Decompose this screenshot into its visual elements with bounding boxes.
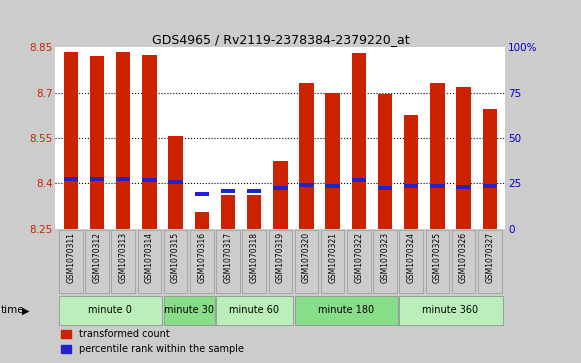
Bar (457, 185, 471, 189)
Text: minute 0: minute 0 (88, 305, 132, 315)
Bar (221, 189, 235, 193)
Text: GSM1070325: GSM1070325 (433, 232, 442, 283)
Text: GSM1070315: GSM1070315 (171, 232, 180, 283)
Bar (247, 189, 261, 193)
Text: minute 60: minute 60 (229, 305, 279, 315)
Text: GSM1070324: GSM1070324 (407, 232, 416, 283)
Bar (483, 184, 497, 188)
Text: GSM1070327: GSM1070327 (485, 232, 494, 283)
Bar (221, 195, 235, 229)
FancyBboxPatch shape (295, 295, 398, 325)
Bar (195, 192, 209, 196)
FancyBboxPatch shape (190, 230, 214, 293)
Text: GSM1070322: GSM1070322 (354, 232, 363, 283)
FancyBboxPatch shape (426, 230, 449, 293)
Text: GSM1070319: GSM1070319 (276, 232, 285, 283)
Bar (325, 184, 340, 188)
Text: GSM1070320: GSM1070320 (302, 232, 311, 283)
FancyBboxPatch shape (347, 230, 371, 293)
FancyBboxPatch shape (452, 230, 475, 293)
Bar (142, 55, 157, 229)
Text: GSM1070317: GSM1070317 (224, 232, 232, 283)
Bar (430, 83, 444, 229)
Legend: transformed count, percentile rank within the sample: transformed count, percentile rank withi… (57, 326, 248, 358)
FancyBboxPatch shape (164, 295, 214, 325)
Bar (299, 183, 314, 187)
Bar (404, 184, 418, 188)
Text: GSM1070312: GSM1070312 (92, 232, 102, 283)
Bar (273, 186, 288, 190)
Bar (90, 177, 104, 181)
Bar (273, 161, 288, 229)
Bar (116, 177, 131, 181)
Text: GSM1070314: GSM1070314 (145, 232, 154, 283)
FancyBboxPatch shape (138, 230, 161, 293)
Bar (168, 180, 183, 184)
Bar (90, 56, 104, 229)
Text: GSM1070323: GSM1070323 (381, 232, 389, 283)
Text: minute 180: minute 180 (318, 305, 374, 315)
FancyBboxPatch shape (59, 230, 83, 293)
FancyBboxPatch shape (400, 230, 423, 293)
Bar (404, 115, 418, 229)
Bar (64, 52, 78, 229)
Text: time: time (1, 305, 25, 315)
Text: GSM1070313: GSM1070313 (119, 232, 128, 283)
FancyBboxPatch shape (112, 230, 135, 293)
FancyBboxPatch shape (216, 230, 240, 293)
Bar (195, 212, 209, 229)
FancyBboxPatch shape (85, 230, 109, 293)
Title: GDS4965 / Rv2119-2378384-2379220_at: GDS4965 / Rv2119-2378384-2379220_at (152, 33, 409, 46)
FancyBboxPatch shape (478, 230, 501, 293)
Bar (116, 52, 131, 229)
Bar (352, 53, 366, 229)
Text: GSM1070318: GSM1070318 (250, 232, 259, 283)
FancyBboxPatch shape (321, 230, 345, 293)
FancyBboxPatch shape (373, 230, 397, 293)
FancyBboxPatch shape (59, 295, 162, 325)
FancyBboxPatch shape (164, 230, 188, 293)
FancyBboxPatch shape (295, 230, 318, 293)
FancyBboxPatch shape (400, 295, 503, 325)
FancyBboxPatch shape (268, 230, 292, 293)
Text: minute 30: minute 30 (164, 305, 214, 315)
Text: GSM1070316: GSM1070316 (198, 232, 206, 283)
Bar (430, 184, 444, 188)
Bar (325, 93, 340, 229)
Text: GSM1070311: GSM1070311 (66, 232, 76, 283)
Bar (483, 109, 497, 229)
Text: ▶: ▶ (22, 305, 30, 315)
Bar (352, 178, 366, 182)
Text: minute 360: minute 360 (422, 305, 479, 315)
Bar (64, 177, 78, 181)
Bar (378, 186, 392, 190)
FancyBboxPatch shape (242, 230, 266, 293)
FancyBboxPatch shape (216, 295, 293, 325)
Bar (247, 195, 261, 229)
Bar (457, 86, 471, 229)
Text: GSM1070326: GSM1070326 (459, 232, 468, 283)
Bar (142, 178, 157, 182)
Text: GSM1070321: GSM1070321 (328, 232, 337, 283)
Bar (378, 94, 392, 229)
Bar (168, 136, 183, 229)
Bar (299, 83, 314, 229)
